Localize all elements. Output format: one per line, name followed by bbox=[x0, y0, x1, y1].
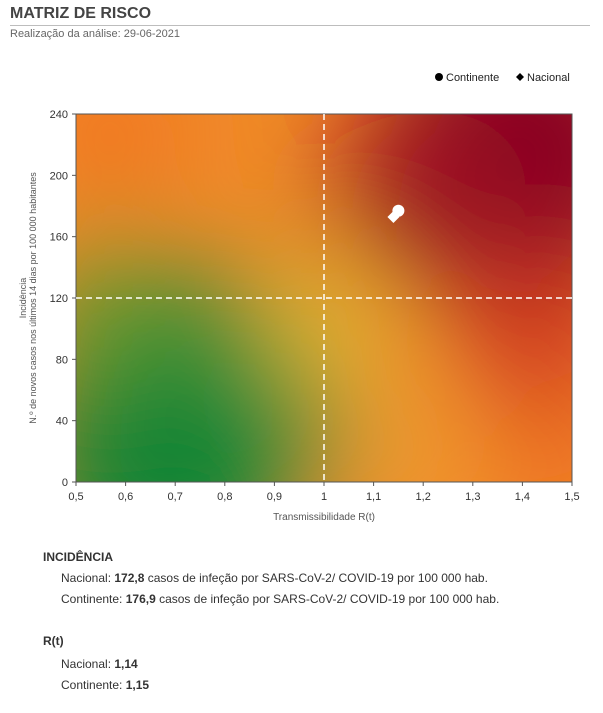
incidence-nacional: Nacional: 172,8 casos de infeção por SAR… bbox=[61, 571, 488, 585]
incidence-continente: Continente: 176,9 casos de infeção por S… bbox=[61, 592, 500, 606]
y-axis-label-desc: N.º de novos casos nos últimos 14 dias p… bbox=[28, 172, 38, 424]
rt-nacional-value: 1,14 bbox=[114, 657, 138, 671]
rt-continente-value: 1,15 bbox=[125, 678, 150, 692]
incidence-nacional-value: 172,8 bbox=[114, 571, 145, 585]
rt-continente: Continente: 1,15 bbox=[61, 678, 150, 692]
x-tick-label: 0,6 bbox=[118, 491, 133, 503]
x-tick-label: 1,2 bbox=[416, 491, 431, 503]
point-nacional bbox=[387, 211, 400, 224]
x-tick-label: 1,1 bbox=[366, 491, 381, 503]
legend-continente: Continente bbox=[446, 72, 499, 84]
x-axis-label: Transmissibilidade R(t) bbox=[273, 512, 375, 523]
rt-section: R(t) Nacional: 1,14 Continente: 1,15 bbox=[43, 634, 149, 692]
risk-matrix-chart: 0,5 0,6 0,7 0,8 0,9 1 1,1 1,2 1,3 1,4 1,5 0 40 80 120… bbox=[18, 72, 580, 523]
x-axis-ticks: 0,5 0,6 0,7 0,8 0,9 1 1,1 1,2 1,3 1,4 1,5 bbox=[68, 482, 580, 503]
y-tick-label: 240 bbox=[50, 109, 68, 121]
title-divider bbox=[10, 25, 590, 26]
legend-nacional: Nacional bbox=[527, 72, 570, 84]
data-points bbox=[387, 204, 405, 224]
x-tick-label: 1 bbox=[321, 491, 327, 503]
x-tick-label: 0,8 bbox=[217, 491, 232, 503]
risk-gradient bbox=[76, 114, 572, 482]
x-tick-label: 0,5 bbox=[68, 491, 83, 503]
legend-diamond-icon bbox=[516, 73, 524, 81]
y-axis-ticks: 0 40 80 120 160 200 240 bbox=[50, 109, 76, 489]
y-tick-label: 120 bbox=[50, 293, 68, 305]
y-tick-label: 160 bbox=[50, 232, 68, 244]
x-tick-label: 1,4 bbox=[515, 491, 530, 503]
x-tick-label: 1,5 bbox=[564, 491, 579, 503]
x-tick-label: 1,3 bbox=[465, 491, 480, 503]
page-title: MATRIZ DE RISCO bbox=[10, 5, 152, 22]
legend-circle-icon bbox=[435, 73, 443, 81]
x-tick-label: 0,7 bbox=[168, 491, 183, 503]
incidence-heading: INCIDÊNCIA bbox=[43, 550, 114, 564]
analysis-date: Realização da análise: 29-06-2021 bbox=[10, 28, 181, 40]
y-axis-label-title: Incidência bbox=[18, 278, 28, 319]
y-tick-label: 40 bbox=[56, 416, 68, 428]
rt-heading: R(t) bbox=[43, 634, 64, 648]
incidence-section: INCIDÊNCIA Nacional: 172,8 casos de infe… bbox=[43, 550, 499, 606]
y-tick-label: 200 bbox=[50, 170, 68, 182]
x-tick-label: 0,9 bbox=[267, 491, 282, 503]
incidence-continente-value: 176,9 bbox=[125, 592, 156, 606]
y-tick-label: 80 bbox=[56, 354, 68, 366]
y-tick-label: 0 bbox=[62, 477, 68, 489]
rt-nacional: Nacional: 1,14 bbox=[61, 657, 138, 671]
legend: Continente Nacional bbox=[435, 72, 570, 84]
